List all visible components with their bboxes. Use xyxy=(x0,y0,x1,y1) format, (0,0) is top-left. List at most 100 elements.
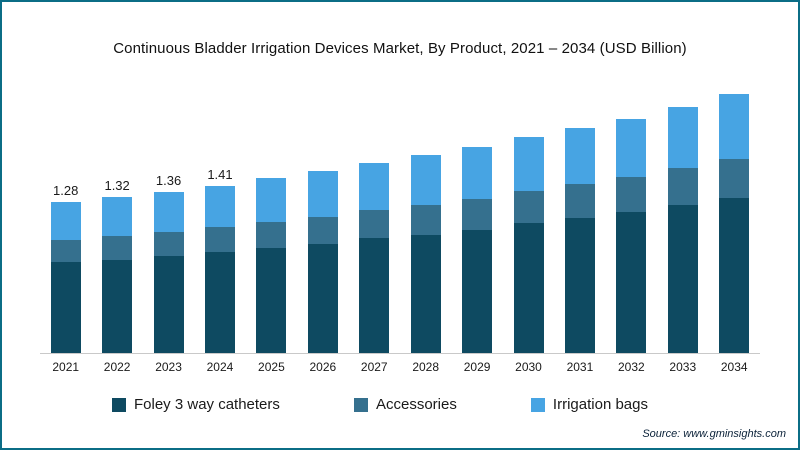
bar-segment-irrigation-bags-2034 xyxy=(719,94,750,159)
stacked-bar-2022 xyxy=(102,197,133,353)
stacked-bar-2027 xyxy=(359,163,390,353)
bar-column-2028 xyxy=(400,136,451,353)
legend-label-accessories: Accessories xyxy=(375,396,457,413)
bar-segment-foley-3-way-catheters-2034 xyxy=(719,198,750,353)
bar-column-2030 xyxy=(503,118,554,353)
bar-segment-accessories-2023 xyxy=(153,232,184,256)
bar-column-2029 xyxy=(451,128,502,353)
bar-column-2023: 1.36 xyxy=(143,173,194,353)
bar-segment-accessories-2027 xyxy=(359,210,390,238)
stacked-bar-2031 xyxy=(564,128,595,353)
stacked-bar-2021 xyxy=(50,202,81,353)
bar-segment-irrigation-bags-2021 xyxy=(50,202,81,240)
x-tick-2023: 2023 xyxy=(155,360,182,374)
bar-segment-foley-3-way-catheters-2023 xyxy=(153,256,184,353)
bar-segment-irrigation-bags-2029 xyxy=(462,147,493,199)
x-tick-2029: 2029 xyxy=(463,360,491,374)
x-tick-2026: 2026 xyxy=(309,360,337,374)
bar-segment-irrigation-bags-2031 xyxy=(564,128,595,184)
bar-column-2021: 1.28 xyxy=(40,183,91,353)
chart-title: Continuous Bladder Irrigation Devices Ma… xyxy=(113,40,687,57)
plot-area: 1.28 1.32 1.36 1.41 xyxy=(40,81,760,354)
legend: Foley 3 way catheters Accessories Irriga… xyxy=(112,396,648,413)
bar-segment-irrigation-bags-2026 xyxy=(307,171,338,217)
stacked-bar-2033 xyxy=(667,107,698,353)
x-tick-2024: 2024 xyxy=(206,360,234,374)
bar-column-2031 xyxy=(554,109,605,353)
bar-column-2034 xyxy=(708,75,759,353)
bar-value-label-2023: 1.36 xyxy=(155,173,182,188)
bar-segment-irrigation-bags-2024 xyxy=(204,186,235,227)
bar-segment-accessories-2031 xyxy=(564,184,595,218)
bar-segment-foley-3-way-catheters-2022 xyxy=(102,260,133,353)
bar-segment-foley-3-way-catheters-2030 xyxy=(513,223,544,353)
bar-segment-accessories-2029 xyxy=(462,199,493,230)
stacked-bar-2023 xyxy=(153,192,184,353)
bar-column-2022: 1.32 xyxy=(91,178,142,353)
bar-segment-irrigation-bags-2027 xyxy=(359,163,390,210)
x-tick-2034: 2034 xyxy=(720,360,748,374)
source-attribution: Source: www.gminsights.com xyxy=(642,428,786,440)
legend-label-foley: Foley 3 way catheters xyxy=(134,396,280,413)
bar-segment-accessories-2032 xyxy=(616,177,647,212)
bar-segment-irrigation-bags-2033 xyxy=(667,107,698,168)
stacked-bar-2028 xyxy=(410,155,441,353)
bar-value-label-2021: 1.28 xyxy=(53,183,79,198)
x-tick-2032: 2032 xyxy=(618,360,645,374)
x-tick-2021: 2021 xyxy=(52,360,80,374)
bar-segment-irrigation-bags-2032 xyxy=(616,119,647,177)
bar-column-2032 xyxy=(606,100,657,353)
legend-swatch-irrigation xyxy=(530,397,545,412)
bar-segment-foley-3-way-catheters-2025 xyxy=(256,248,287,353)
x-axis-labels: 2021 2022 2023 2024 2025 2026 2027 2028 2029 2030… xyxy=(40,354,760,374)
bar-segment-accessories-2030 xyxy=(513,191,544,223)
x-tick-2022: 2022 xyxy=(103,360,131,374)
bar-column-2033 xyxy=(657,88,708,353)
bar-segment-accessories-2024 xyxy=(204,227,235,252)
bar-segment-accessories-2033 xyxy=(667,168,698,205)
bar-segment-foley-3-way-catheters-2028 xyxy=(410,235,441,353)
x-tick-2031: 2031 xyxy=(566,360,594,374)
x-tick-2033: 2033 xyxy=(669,360,697,374)
bar-segment-irrigation-bags-2025 xyxy=(256,178,287,222)
bar-value-label-2022: 1.32 xyxy=(104,178,130,193)
legend-swatch-foley xyxy=(112,397,126,412)
bar-segment-foley-3-way-catheters-2029 xyxy=(462,230,493,353)
bar-column-2026 xyxy=(297,152,348,353)
bar-column-2024: 1.41 xyxy=(194,167,245,353)
bar-segment-foley-3-way-catheters-2021 xyxy=(50,262,81,353)
x-tick-2030: 2030 xyxy=(515,360,542,374)
bar-segment-irrigation-bags-2022 xyxy=(102,197,133,236)
bar-segment-foley-3-way-catheters-2033 xyxy=(667,205,698,353)
stacked-bar-2032 xyxy=(616,119,647,353)
legend-item-foley: Foley 3 way catheters xyxy=(112,396,280,413)
stacked-bar-2034 xyxy=(719,94,750,353)
bar-column-2027 xyxy=(349,144,400,353)
legend-label-irrigation: Irrigation bags xyxy=(552,396,648,413)
bar-segment-irrigation-bags-2030 xyxy=(513,137,544,191)
stacked-bar-2026 xyxy=(307,171,338,353)
bar-segment-irrigation-bags-2028 xyxy=(410,155,441,205)
x-tick-2025: 2025 xyxy=(258,360,285,374)
bar-segment-foley-3-way-catheters-2031 xyxy=(564,218,595,353)
bar-segment-foley-3-way-catheters-2032 xyxy=(616,212,647,353)
x-tick-2027: 2027 xyxy=(360,360,388,374)
stacked-bar-2029 xyxy=(462,147,493,353)
bar-value-label-2024: 1.41 xyxy=(207,167,233,182)
bar-segment-accessories-2028 xyxy=(410,205,441,235)
bar-segment-foley-3-way-catheters-2027 xyxy=(359,238,390,353)
x-tick-2028: 2028 xyxy=(412,360,440,374)
bar-segment-accessories-2026 xyxy=(307,217,338,244)
stacked-bar-2030 xyxy=(513,137,544,353)
bar-segment-accessories-2034 xyxy=(719,159,750,198)
bar-segment-accessories-2021 xyxy=(50,240,81,262)
legend-item-irrigation: Irrigation bags xyxy=(530,396,648,413)
bar-segment-accessories-2025 xyxy=(256,222,287,248)
bar-segment-irrigation-bags-2023 xyxy=(153,192,184,232)
stacked-bar-2025 xyxy=(256,178,287,353)
bar-segment-foley-3-way-catheters-2024 xyxy=(204,252,235,353)
bar-segment-accessories-2022 xyxy=(102,236,133,260)
legend-item-accessories: Accessories xyxy=(353,396,457,413)
stacked-bar-2024 xyxy=(204,186,235,353)
